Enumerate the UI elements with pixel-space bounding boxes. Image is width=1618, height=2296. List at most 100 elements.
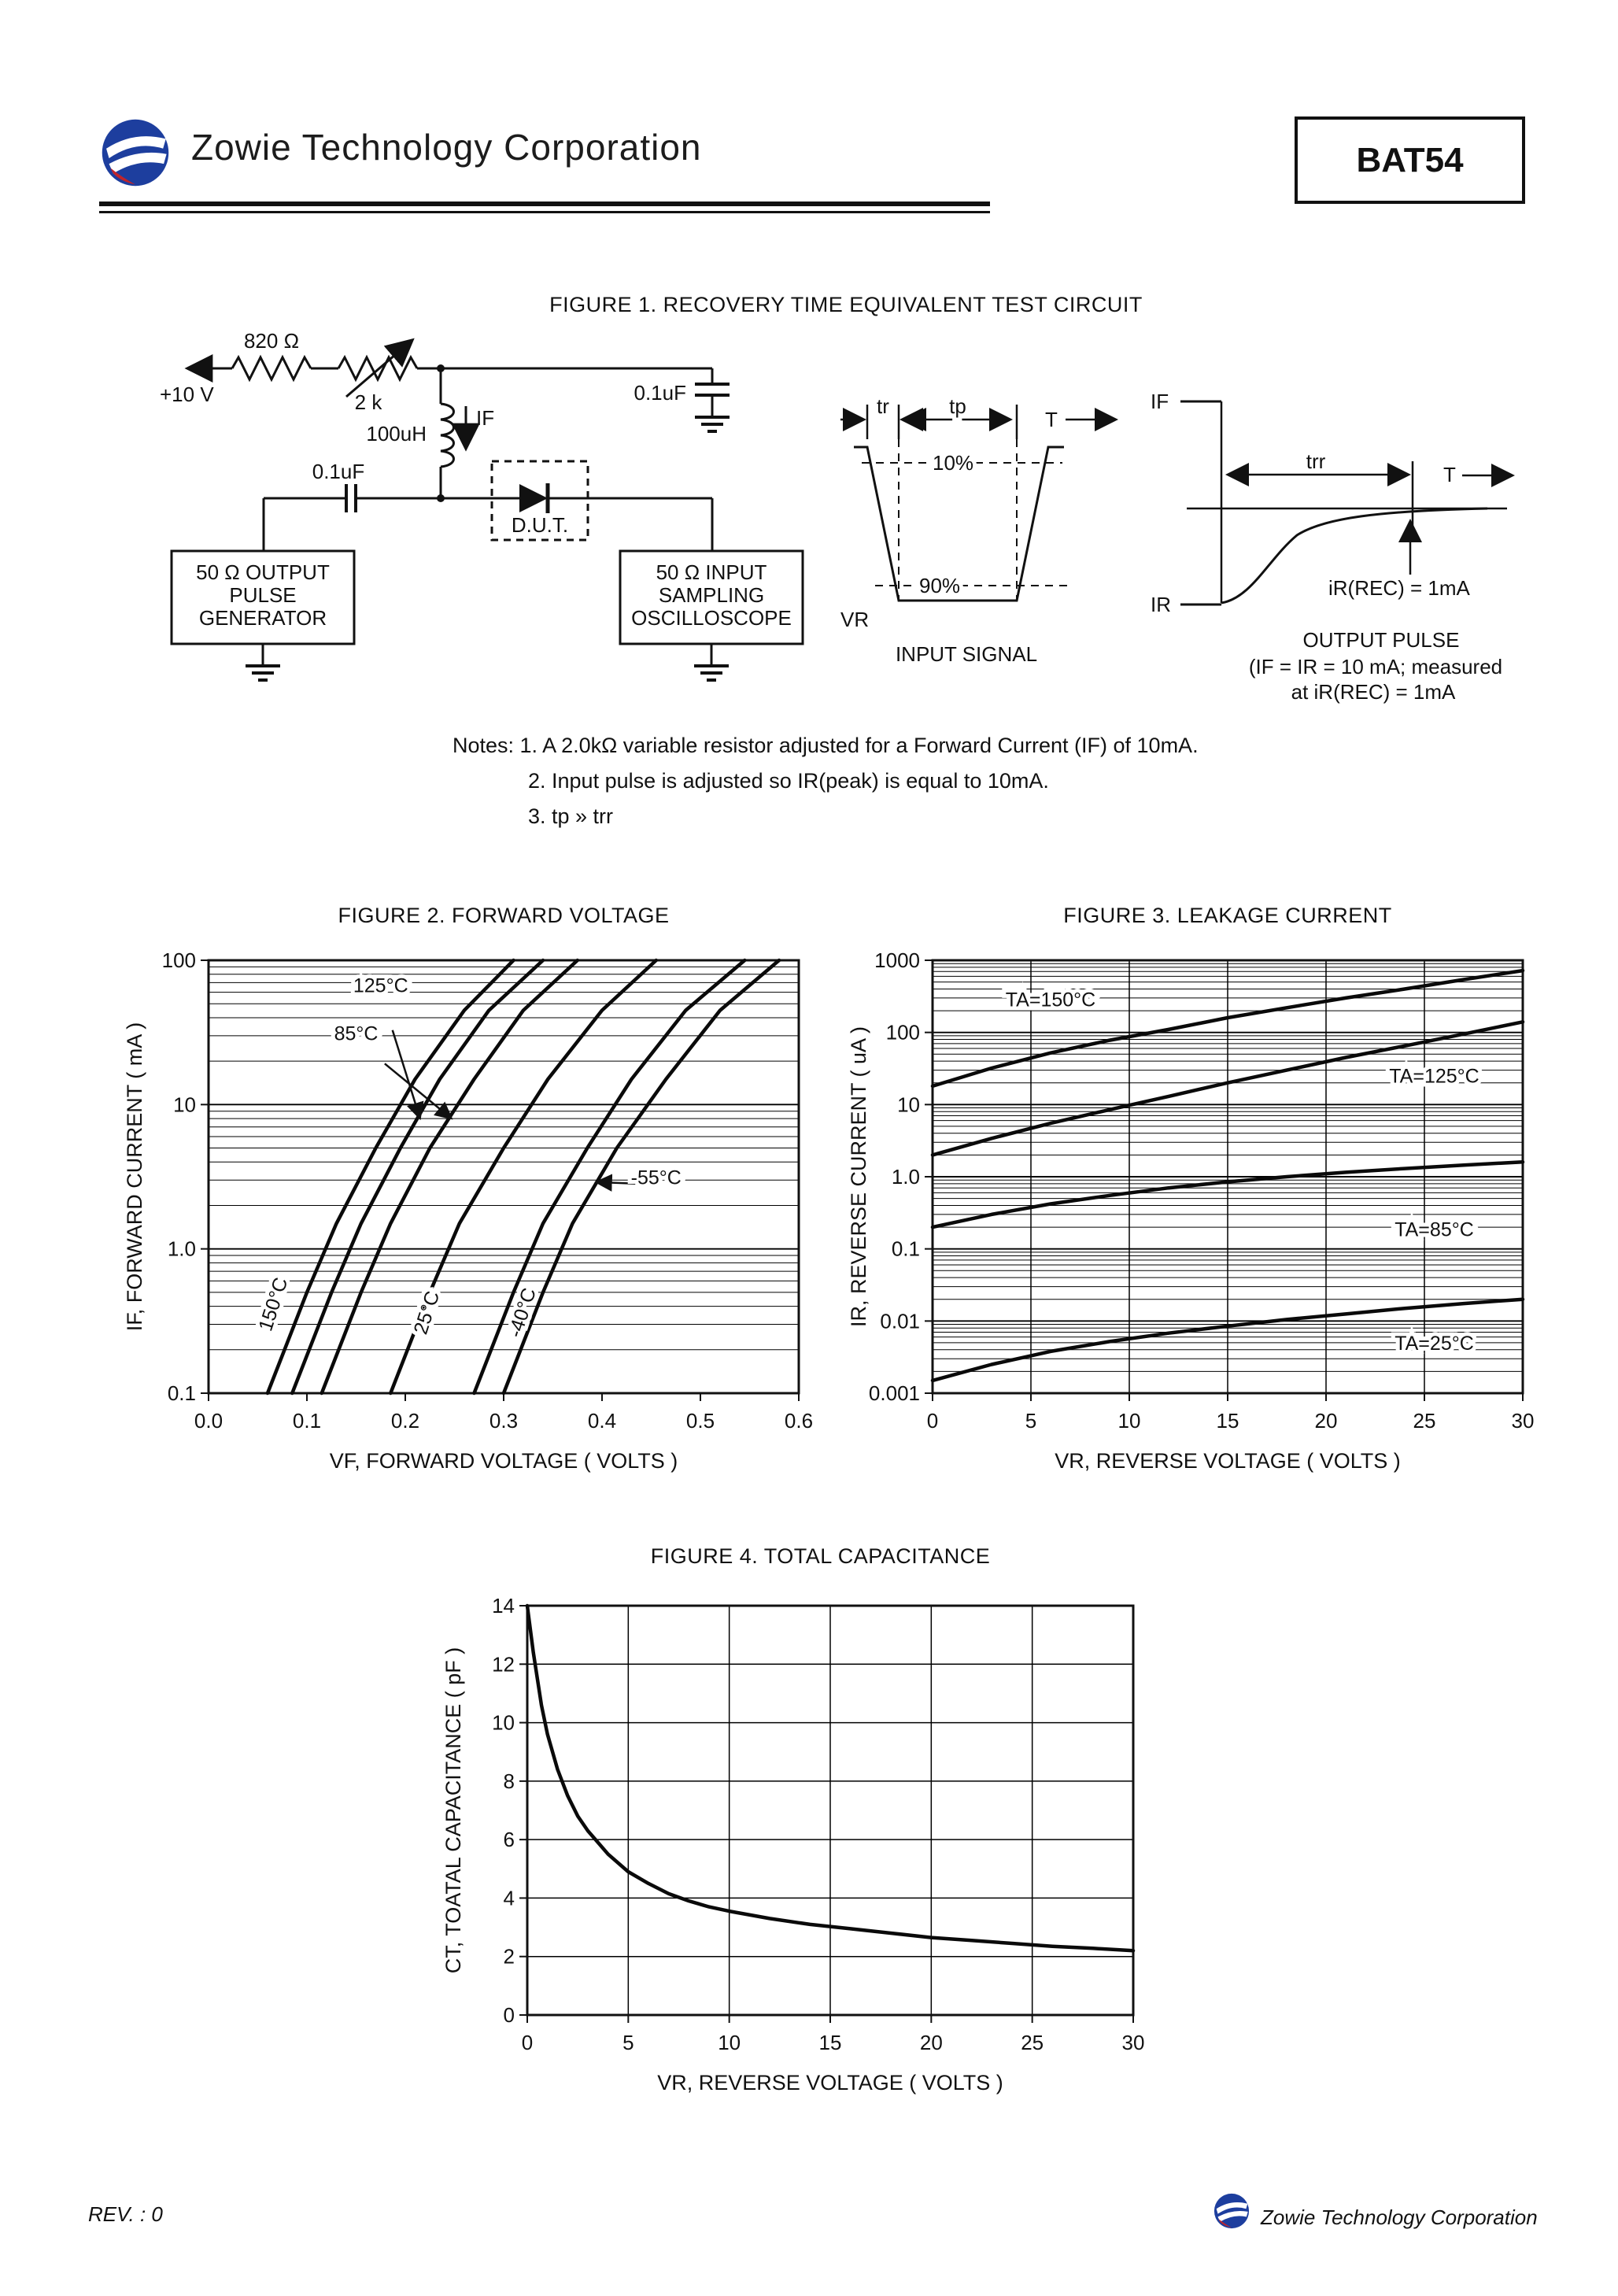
- svg-text:0.2: 0.2: [391, 1409, 419, 1433]
- svg-text:TA=85°C: TA=85°C: [1395, 1219, 1474, 1241]
- generator-line2: PULSE: [229, 583, 296, 607]
- svg-text:25°C: 25°C: [409, 1288, 444, 1337]
- svg-text:20: 20: [1315, 1409, 1338, 1433]
- generator-line1: 50 Ω OUTPUT: [196, 560, 330, 584]
- svg-text:0: 0: [927, 1409, 938, 1433]
- svg-text:5: 5: [1025, 1409, 1036, 1433]
- svg-text:10: 10: [173, 1093, 196, 1116]
- svg-text:1.0: 1.0: [168, 1237, 196, 1261]
- footer-logo: [1214, 2193, 1250, 2229]
- svg-text:12: 12: [492, 1652, 515, 1676]
- forward-voltage-chart-container: 0.0 0.1 0.2 0.3 0.4 0.5 0.6 100 10 1.0 0.1 VF, FORW…: [110, 941, 834, 1484]
- pct90-label: 90%: [919, 574, 960, 597]
- svg-text:4: 4: [504, 1886, 515, 1910]
- svg-text:10: 10: [1118, 1409, 1141, 1433]
- svg-text:0: 0: [504, 2003, 515, 2027]
- output-note1: (IF = IR = 10 mA; measured: [1249, 655, 1502, 678]
- header-rule-thin: [99, 211, 990, 213]
- svg-text:25: 25: [1021, 2031, 1044, 2054]
- circuit-diagram: +10 V 820 Ω 2 k 100uH IF: [160, 329, 1515, 704]
- t-output-label: T: [1443, 463, 1456, 486]
- part-number: BAT54: [1356, 140, 1464, 179]
- resistor-820-label: 820 Ω: [244, 329, 299, 353]
- svg-text:2: 2: [504, 1945, 515, 1969]
- capacitor-top-label: 0.1uF: [634, 381, 687, 405]
- output-pulse-caption: OUTPUT PULSE: [1303, 628, 1460, 652]
- capacitor-left: 0.1uF: [262, 460, 445, 551]
- capacitor-left-label: 0.1uF: [312, 460, 365, 483]
- svg-text:0.6: 0.6: [785, 1409, 813, 1433]
- svg-text:30: 30: [1122, 2031, 1145, 2054]
- svg-text:125°C: 125°C: [353, 975, 408, 997]
- dut-box: D.U.T.: [441, 460, 712, 542]
- svg-text:0.1: 0.1: [293, 1409, 321, 1433]
- svg-text:0: 0: [522, 2031, 533, 2054]
- pct10-label: 10%: [933, 451, 973, 475]
- svg-text:0.1: 0.1: [168, 1381, 196, 1405]
- svg-text:30: 30: [1512, 1409, 1535, 1433]
- svg-text:10: 10: [897, 1093, 920, 1116]
- leakage-current-plot: 0 5 10 15 20 25 30 1000 100 10 1.0 0.1 0.01 0.001 VR, …: [847, 948, 1535, 1473]
- input-signal-waveform: tr tp T 10% 90% VR INPUT SIGNAL: [840, 390, 1118, 666]
- svg-text:20: 20: [920, 2031, 943, 2054]
- svg-text:VF, FORWARD VOLTAGE ( VOLTS ): VF, FORWARD VOLTAGE ( VOLTS ): [330, 1449, 678, 1473]
- dut-label: D.U.T.: [512, 513, 568, 537]
- svg-text:100: 100: [162, 948, 196, 972]
- zowie-logo: [102, 119, 169, 187]
- svg-text:1.0: 1.0: [892, 1165, 920, 1189]
- total-capacitance-chart-container: 0 5 10 15 20 25 30 0 2 4 6 8 10 12 14 VR, REVERSE VOLTA…: [429, 1586, 1169, 2106]
- forward-voltage-plot: 0.0 0.1 0.2 0.3 0.4 0.5 0.6 100 10 1.0 0.1 VF, FORW…: [123, 948, 813, 1473]
- svg-text:15: 15: [1217, 1409, 1239, 1433]
- svg-text:25: 25: [1413, 1409, 1436, 1433]
- svg-text:100: 100: [886, 1021, 920, 1044]
- svg-text:0.1: 0.1: [892, 1237, 920, 1261]
- svg-text:IF, FORWARD CURRENT ( mA ): IF, FORWARD CURRENT ( mA ): [123, 1022, 146, 1332]
- inductor-100uh: 100uH IF: [366, 368, 494, 498]
- svg-text:0.3: 0.3: [489, 1409, 518, 1433]
- variable-resistor-2k: 2 k: [337, 338, 441, 414]
- svg-text:15: 15: [819, 2031, 842, 2054]
- svg-text:0.001: 0.001: [869, 1381, 920, 1405]
- input-signal-caption: INPUT SIGNAL: [896, 642, 1037, 666]
- svg-text:10: 10: [718, 2031, 741, 2054]
- svg-text:0.4: 0.4: [588, 1409, 616, 1433]
- leakage-current-chart-container: 0 5 10 15 20 25 30 1000 100 10 1.0 0.1 0.01 0.001 VR, …: [834, 941, 1558, 1484]
- note-line2: 2. Input pulse is adjusted so IR(peak) i…: [528, 769, 1049, 793]
- generator-line3: GENERATOR: [199, 606, 327, 630]
- svg-text:VR, REVERSE VOLTAGE ( VOLTS ): VR, REVERSE VOLTAGE ( VOLTS ): [1055, 1449, 1401, 1473]
- figure1-notes: Notes: 1. A 2.0kΩ variable resistor adju…: [453, 728, 1199, 834]
- inductor-label: 100uH: [366, 422, 427, 446]
- figure3-title: FIGURE 3. LEAKAGE CURRENT: [1063, 904, 1392, 927]
- note-line1: Notes: 1. A 2.0kΩ variable resistor adju…: [453, 734, 1199, 757]
- svg-text:0.0: 0.0: [194, 1409, 223, 1433]
- svg-text:CT, TOATAL CAPACITANCE ( pF ): CT, TOATAL CAPACITANCE ( pF ): [441, 1647, 465, 1974]
- resistor-820: 820 Ω: [231, 329, 338, 383]
- revision-label: REV. : 0: [88, 2202, 163, 2226]
- if-arrow-label: IF: [476, 406, 494, 430]
- svg-text:150°C: 150°C: [254, 1275, 292, 1334]
- svg-text:1000: 1000: [874, 948, 920, 972]
- svg-text:6: 6: [504, 1828, 515, 1851]
- header-rule-thick: [99, 202, 990, 206]
- svg-text:VR, REVERSE VOLTAGE ( VOLTS ): VR, REVERSE VOLTAGE ( VOLTS ): [657, 2071, 1003, 2094]
- trr-label: trr: [1306, 449, 1326, 473]
- figure2-title: FIGURE 2. FORWARD VOLTAGE: [338, 904, 670, 927]
- svg-text:IR, REVERSE CURRENT ( uA ): IR, REVERSE CURRENT ( uA ): [847, 1026, 870, 1327]
- supply-label: +10 V: [160, 383, 214, 406]
- variable-resistor-label: 2 k: [355, 390, 383, 414]
- tp-label: tp: [949, 394, 966, 418]
- svg-text:-55°C: -55°C: [631, 1167, 682, 1189]
- svg-text:0.5: 0.5: [686, 1409, 715, 1433]
- figure4-title: FIGURE 4. TOTAL CAPACITANCE: [650, 1544, 991, 1568]
- tr-label: tr: [877, 394, 889, 418]
- ir-out-label: IR: [1151, 593, 1171, 616]
- part-number-box: BAT54: [1295, 116, 1525, 204]
- svg-text:0.01: 0.01: [880, 1309, 920, 1333]
- svg-text:TA=150°C: TA=150°C: [1006, 989, 1095, 1011]
- if-out-label: IF: [1151, 390, 1169, 413]
- footer-company-name: Zowie Technology Corporation: [1261, 2205, 1538, 2229]
- oscilloscope-line1: 50 Ω INPUT: [656, 560, 767, 584]
- irec-label: iR(REC) = 1mA: [1328, 576, 1471, 600]
- output-pulse-waveform: IF IR trr T iR(REC) = 1mA OUTPUT PULSE (…: [1151, 390, 1515, 704]
